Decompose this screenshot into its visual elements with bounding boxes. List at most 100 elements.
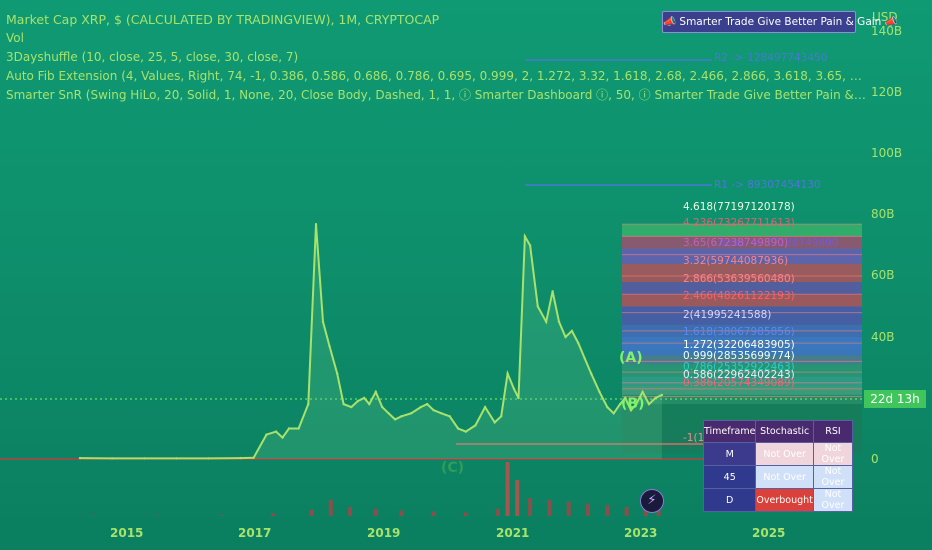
pivot-label-b: (B) bbox=[621, 396, 645, 412]
volume-bar bbox=[348, 507, 353, 516]
volume-bar bbox=[643, 508, 648, 516]
fib-zone-band bbox=[622, 337, 862, 356]
price-point bbox=[328, 344, 331, 348]
price-point bbox=[557, 320, 561, 323]
upper-label: Upper -> 77138749890 bbox=[714, 237, 839, 249]
price-point bbox=[400, 415, 403, 418]
y-tick-label: 40B bbox=[871, 330, 895, 344]
price-point bbox=[474, 424, 477, 427]
price-point bbox=[456, 427, 460, 430]
price-area-fill bbox=[79, 224, 662, 459]
fib-label: 0.586(22962402243) bbox=[683, 369, 795, 381]
price-point bbox=[314, 223, 318, 226]
price-point bbox=[175, 457, 178, 460]
price-point bbox=[493, 421, 496, 424]
y-tick-label: 60B bbox=[871, 268, 895, 282]
fib-zone-band bbox=[622, 294, 862, 307]
dash-tf-m: M bbox=[702, 442, 757, 466]
y-tick-label: 140B bbox=[871, 24, 903, 38]
price-point bbox=[393, 418, 397, 421]
fib-zone-band bbox=[622, 224, 862, 237]
y-tick-label: 100B bbox=[871, 146, 903, 160]
volume-bar bbox=[495, 508, 500, 516]
volume-bar bbox=[624, 507, 629, 516]
price-point bbox=[612, 412, 615, 415]
dash-tf-45: 45 bbox=[702, 465, 757, 489]
price-point bbox=[641, 390, 644, 394]
fib-label: 2.466(48261122193) bbox=[683, 290, 795, 302]
price-point bbox=[624, 396, 627, 400]
fib-zone-band bbox=[622, 236, 862, 249]
price-point bbox=[265, 433, 268, 436]
fib-zone-band bbox=[622, 376, 862, 386]
fib-label: 2.866(53639560480) bbox=[683, 273, 795, 285]
dash-header-timeframe: Timeframe bbox=[702, 420, 757, 443]
fib-label: 3.32(59744087936) bbox=[683, 255, 789, 267]
price-point bbox=[287, 427, 291, 430]
volume-bar bbox=[219, 515, 224, 516]
fib-label: 2(41995241588) bbox=[683, 309, 772, 321]
volume-bar bbox=[547, 499, 552, 516]
fib-zone-band bbox=[622, 364, 862, 377]
price-point bbox=[426, 402, 429, 406]
indicator-smarter-snr[interactable]: Smarter SnR (Swing HiLo, 20, Solid, 1, N… bbox=[6, 88, 866, 102]
price-point bbox=[570, 329, 574, 333]
price-point bbox=[629, 409, 633, 412]
price-point bbox=[297, 427, 300, 430]
fib-label: 3.65(67238749890) bbox=[683, 237, 789, 249]
x-tick-label: 2017 bbox=[238, 526, 272, 540]
dash-tf-d: D bbox=[702, 488, 757, 512]
price-point bbox=[483, 405, 487, 409]
price-point bbox=[432, 409, 435, 412]
price-point bbox=[606, 405, 609, 409]
price-point bbox=[536, 305, 539, 308]
y-tick-label: 120B bbox=[871, 85, 903, 99]
price-point bbox=[363, 396, 366, 400]
price-point bbox=[577, 341, 580, 345]
price-point bbox=[381, 405, 384, 409]
price-point bbox=[448, 415, 451, 418]
resistance-label-r2: R2 -> 128497743450 bbox=[714, 52, 828, 64]
price-point bbox=[143, 457, 146, 460]
indicator-auto-fib-extension[interactable]: Auto Fib Extension (4, Values, Right, 74… bbox=[6, 69, 866, 83]
fib-label: 4.236(73267711613) bbox=[683, 217, 795, 229]
price-point bbox=[512, 387, 516, 391]
price-point bbox=[281, 436, 284, 439]
price-point bbox=[374, 390, 377, 394]
fib-zone-band bbox=[622, 263, 862, 283]
price-point bbox=[342, 402, 345, 406]
price-point bbox=[409, 412, 413, 415]
price-point bbox=[350, 405, 353, 409]
price-point bbox=[545, 320, 548, 323]
volume-bar bbox=[463, 512, 468, 516]
fib-label: 4.618(77197120178) bbox=[683, 201, 795, 213]
volume-bar bbox=[328, 499, 333, 516]
price-point bbox=[517, 396, 520, 400]
dash-rsi-d: Not Over bbox=[812, 488, 854, 512]
price-point bbox=[387, 412, 390, 415]
price-point bbox=[583, 357, 586, 360]
pivot-label-a: (A) bbox=[619, 350, 643, 366]
y-tick-label: 0 bbox=[871, 452, 879, 466]
price-point bbox=[654, 396, 657, 400]
price-point bbox=[78, 456, 82, 460]
volume-bar bbox=[505, 462, 510, 516]
price-point bbox=[564, 335, 567, 339]
price-point bbox=[506, 372, 509, 375]
fib-zone-band bbox=[622, 248, 862, 264]
volume-bar bbox=[605, 505, 610, 516]
fib-zone-band bbox=[622, 385, 862, 395]
fib-label: 1.272(32206483905) bbox=[683, 339, 795, 351]
dash-stoch-d: Overbought bbox=[755, 488, 814, 512]
lightning-icon[interactable]: ⚡ bbox=[640, 489, 664, 513]
pivot-label-c: (C) bbox=[441, 460, 465, 476]
fib-label: 0.786(25352922463) bbox=[683, 361, 795, 373]
volume-bar bbox=[656, 510, 661, 516]
fib-zone-band bbox=[622, 282, 862, 295]
price-point bbox=[252, 456, 255, 459]
promo-banner: 📣 Smarter Trade Give Better Pain & Gain … bbox=[662, 11, 898, 33]
dash-header-rsi: RSI bbox=[812, 420, 854, 443]
volume-bar bbox=[515, 480, 520, 516]
dash-stoch-m: Not Over bbox=[755, 442, 814, 466]
fib-label: 1.618(38067985856) bbox=[683, 326, 795, 338]
